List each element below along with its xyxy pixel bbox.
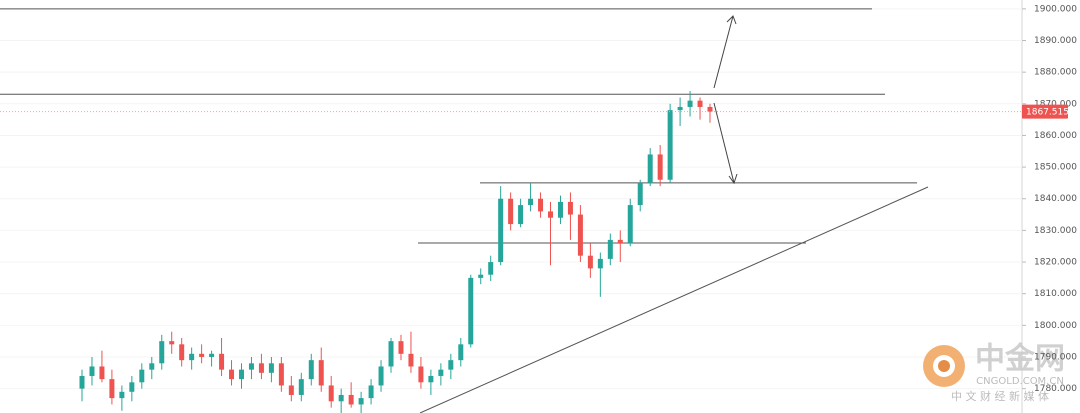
candle-body (139, 369, 145, 383)
candle-body (89, 366, 95, 376)
y-tick-label: 1830.000 (1034, 226, 1077, 236)
candle-body (129, 382, 135, 392)
candle-body (199, 353, 205, 357)
candle-body (498, 198, 504, 263)
candle-body (657, 154, 663, 180)
candle-body (587, 255, 593, 269)
candle-body (268, 363, 274, 373)
candle-body (607, 239, 613, 259)
candle-body (119, 391, 125, 399)
last-price-label: 1867.515 (1026, 108, 1069, 118)
candle-body (358, 398, 364, 405)
candle-body (448, 360, 454, 370)
watermark-logo: 中金网 (975, 342, 1065, 377)
candle-body (338, 394, 344, 402)
y-tick-label: 1800.000 (1034, 321, 1077, 331)
candle-body (548, 211, 554, 218)
logo-dot (938, 360, 950, 372)
candle-body (557, 201, 563, 218)
candle-body (149, 363, 155, 370)
candle-body (169, 341, 175, 345)
candle-body (577, 214, 583, 256)
candle-body (189, 353, 195, 361)
candle-body (518, 205, 524, 225)
candle-body (667, 110, 673, 180)
y-tick-label: 1850.000 (1034, 163, 1077, 173)
candle-body (368, 385, 374, 399)
y-tick-label: 1880.000 (1034, 68, 1077, 78)
candle-body (528, 198, 534, 206)
candle-body (408, 353, 414, 367)
candle-body (179, 344, 185, 361)
candle-body (438, 369, 444, 376)
last-price-tag (1022, 104, 1068, 119)
arrow-up (713, 15, 737, 89)
candle-body (288, 385, 294, 395)
candle-body (687, 100, 693, 107)
candle-body (278, 363, 284, 386)
candle-body (308, 360, 314, 380)
y-tick-label: 1900.000 (1034, 4, 1077, 14)
candle-body (99, 366, 105, 380)
candle-body (428, 375, 434, 383)
candle-body (109, 379, 115, 399)
candle-body (298, 379, 304, 395)
candle-body (328, 385, 334, 402)
candle-body (458, 344, 464, 361)
candle-body (248, 363, 254, 370)
y-tick-label: 1860.000 (1034, 131, 1077, 141)
candle-body (238, 369, 244, 380)
candle-body (677, 106, 683, 111)
candle-body (697, 100, 703, 107)
candle-body (209, 353, 215, 357)
y-tick-label: 1780.000 (1034, 384, 1077, 394)
y-tick-label: 1810.000 (1034, 289, 1077, 299)
candle-body (627, 205, 633, 244)
candle-body (318, 360, 324, 386)
watermark: 中金网 CNGOLD.COM.CN 中 文 财 经 新 媒 体 (923, 342, 1065, 403)
y-tick-label: 1820.000 (1034, 258, 1077, 268)
candle-body (398, 341, 404, 354)
y-tick-label: 1790.000 (1034, 352, 1077, 362)
candle-body (647, 154, 653, 183)
candle-body (418, 366, 424, 383)
y-tick-label: 1840.000 (1034, 194, 1077, 204)
candle-body (79, 375, 85, 389)
candle-body (617, 239, 623, 244)
candle-body (478, 274, 484, 278)
watermark-site: CNGOLD.COM.CN (976, 376, 1064, 387)
watermark-slogan: 中 文 财 经 新 媒 体 (951, 389, 1049, 403)
candle-body (258, 363, 264, 373)
candle-body (378, 366, 384, 386)
arrow-down (713, 102, 738, 185)
trend-line (419, 186, 929, 413)
candle-body (468, 277, 474, 345)
candle-body (508, 198, 514, 225)
candle-body (219, 353, 225, 370)
y-tick-label: 1870.000 (1034, 99, 1077, 109)
candle-body (159, 341, 165, 364)
candle-body (488, 262, 494, 275)
candle-body (597, 258, 603, 269)
candle-body (348, 394, 354, 405)
candle-body (229, 369, 235, 380)
candle-body (388, 341, 394, 367)
candle-body (567, 201, 573, 215)
candle-body (637, 182, 643, 206)
y-tick-label: 1890.000 (1034, 36, 1077, 46)
candle-body (538, 198, 544, 212)
candle-body (707, 106, 713, 112)
